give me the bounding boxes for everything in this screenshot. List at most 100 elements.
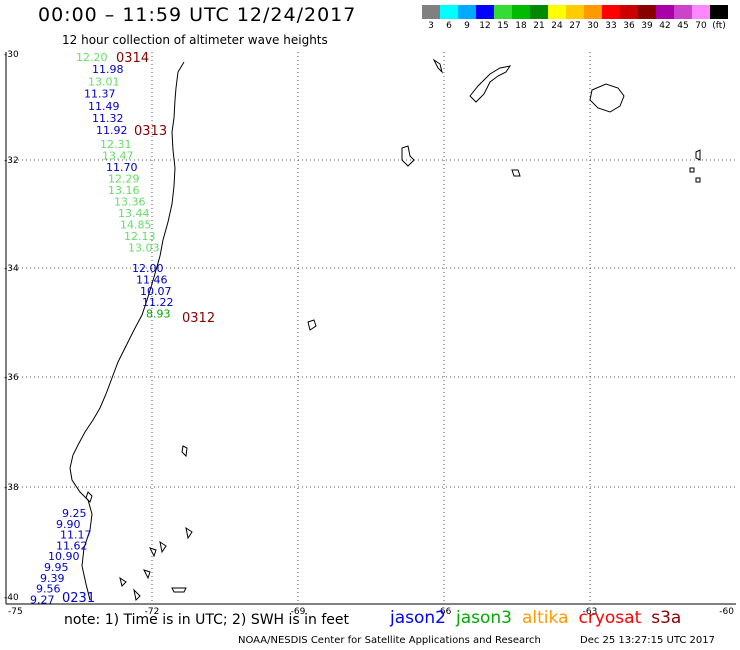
map-frame <box>5 52 736 605</box>
longitude-label: -66 <box>437 607 452 617</box>
legend-swatch <box>638 5 656 19</box>
longitude-label: -60 <box>719 607 734 617</box>
coastline-islands-offshore <box>307 145 521 331</box>
legend-label: 70 <box>695 21 707 31</box>
wave-height-reading: 10.90 <box>48 550 80 563</box>
legend-swatch <box>512 5 530 19</box>
latitude-label: -38 <box>4 483 19 493</box>
wave-height-reading: 11.62 <box>56 539 88 552</box>
legend-swatch <box>458 5 476 19</box>
legend-swatch <box>548 5 566 19</box>
legend-swatch <box>440 5 458 19</box>
legend-label: 42 <box>659 21 671 31</box>
coastline-africa <box>432 58 701 183</box>
wave-height-reading: 9.25 <box>62 507 87 520</box>
legend-label: 39 <box>641 21 653 31</box>
wave-height-reading: 9.39 <box>40 572 65 585</box>
wave-height-reading: 12.31 <box>100 138 132 151</box>
longitude-label: -63 <box>583 607 598 617</box>
wave-height-reading: 12.13 <box>124 230 156 243</box>
wave-height-reading: 11.70 <box>106 161 138 174</box>
wave-height-color-legend: 3 6 9 12 15 18 21 24 27 30 33 36 39 42 45 70 (ft) <box>422 5 728 31</box>
wave-height-reading: 11.98 <box>92 63 124 76</box>
wave-height-reading: 11.37 <box>84 88 116 101</box>
track-time-label: 0231 <box>62 591 95 606</box>
legend-swatch <box>602 5 620 19</box>
longitude-label: -72 <box>145 607 160 617</box>
latitude-label: -30 <box>4 50 19 60</box>
wave-height-reading: 11.22 <box>142 296 174 309</box>
footer-note: note: 1) Time is in UTC; 2) SWH is in fe… <box>64 612 350 628</box>
latitude-label: -34 <box>4 264 19 274</box>
latitude-label: -32 <box>4 156 19 166</box>
legend-label: 12 <box>479 21 491 31</box>
latitude-label: -36 <box>4 373 19 383</box>
mission-name: jason2 <box>390 608 446 628</box>
wave-height-reading: 13.47 <box>102 150 134 163</box>
mission-name: altika <box>522 608 569 628</box>
longitude-label: -69 <box>291 607 306 617</box>
wave-height-reading: 13.16 <box>108 184 140 197</box>
legend-swatches <box>422 5 728 19</box>
legend-label: 21 <box>533 21 545 31</box>
graticule <box>6 52 736 604</box>
legend-swatch <box>674 5 692 19</box>
legend-label: 24 <box>551 21 563 31</box>
legend-swatch <box>692 5 710 19</box>
wave-height-reading: 10.07 <box>140 285 172 298</box>
wave-height-reading: 11.17 <box>60 529 92 542</box>
wave-height-reading: 9.90 <box>56 518 81 531</box>
legend-label: 6 <box>446 21 452 31</box>
mission-name: cryosat <box>578 608 642 628</box>
map-subtitle: 12 hour collection of altimeter wave hei… <box>62 33 328 47</box>
wave-height-reading: 14.85 <box>120 219 152 232</box>
legend-labels: 3 6 9 12 15 18 21 24 27 30 33 36 39 42 45 70 (ft) <box>422 21 728 31</box>
legend-label: 33 <box>605 21 617 31</box>
wave-height-reading: 13.03 <box>128 242 160 255</box>
longitude-label: -75 <box>8 607 23 617</box>
longitude-labels: -75 -72 -69 -66 -63 -60 <box>8 607 734 617</box>
wave-height-reading: 11.46 <box>136 273 168 286</box>
legend-swatch <box>584 5 602 19</box>
mission-name: s3a <box>651 608 682 628</box>
wave-height-reading: 13.36 <box>114 196 146 209</box>
track-time-label: 0312 <box>182 311 215 326</box>
wave-height-reading: 11.49 <box>88 100 120 113</box>
latitude-label: -40 <box>4 593 19 603</box>
legend-swatch <box>620 5 638 19</box>
wave-height-reading: 9.27 <box>30 593 55 606</box>
wave-height-reading: 12.20 <box>76 51 108 64</box>
legend-label: 3 <box>428 21 434 31</box>
mission-legend: jason2 jason3 altika cryosat s3a <box>390 608 691 628</box>
coastline-chile <box>69 61 193 602</box>
legend-label: 30 <box>587 21 599 31</box>
credit-left: NOAA/NESDIS Center for Satellite Applica… <box>238 635 541 646</box>
wave-height-reading: 8.93 <box>146 308 171 321</box>
track-time-label: 0313 <box>134 124 167 139</box>
legend-swatch <box>476 5 494 19</box>
wave-height-reading: 9.95 <box>44 561 69 574</box>
legend-label: 9 <box>464 21 470 31</box>
wave-height-reading: 13.44 <box>118 207 150 220</box>
credit-right: Dec 25 13:27:15 UTC 2017 <box>580 635 715 646</box>
latitude-labels: -30 -32 -34 -36 -38 -40 <box>4 50 19 603</box>
wave-height-reading: 12.29 <box>108 173 140 186</box>
legend-label: 18 <box>515 21 527 31</box>
legend-label: (ft) <box>712 21 726 31</box>
wave-height-reading: 13.01 <box>88 75 120 88</box>
wave-height-reading: 11.32 <box>92 112 124 125</box>
legend-label: 36 <box>623 21 635 31</box>
legend-swatch <box>494 5 512 19</box>
wave-height-reading: 9.56 <box>36 583 61 596</box>
wave-height-reading: 11.92 <box>96 124 128 137</box>
legend-swatch <box>422 5 440 19</box>
wave-height-reading: 12.00 <box>132 262 164 275</box>
legend-swatch <box>530 5 548 19</box>
map-title: 00:00 – 11:59 UTC 12/24/2017 <box>38 4 357 26</box>
legend-swatch <box>566 5 584 19</box>
legend-label: 15 <box>497 21 509 31</box>
mission-name: jason3 <box>456 608 512 628</box>
legend-label: 45 <box>677 21 689 31</box>
